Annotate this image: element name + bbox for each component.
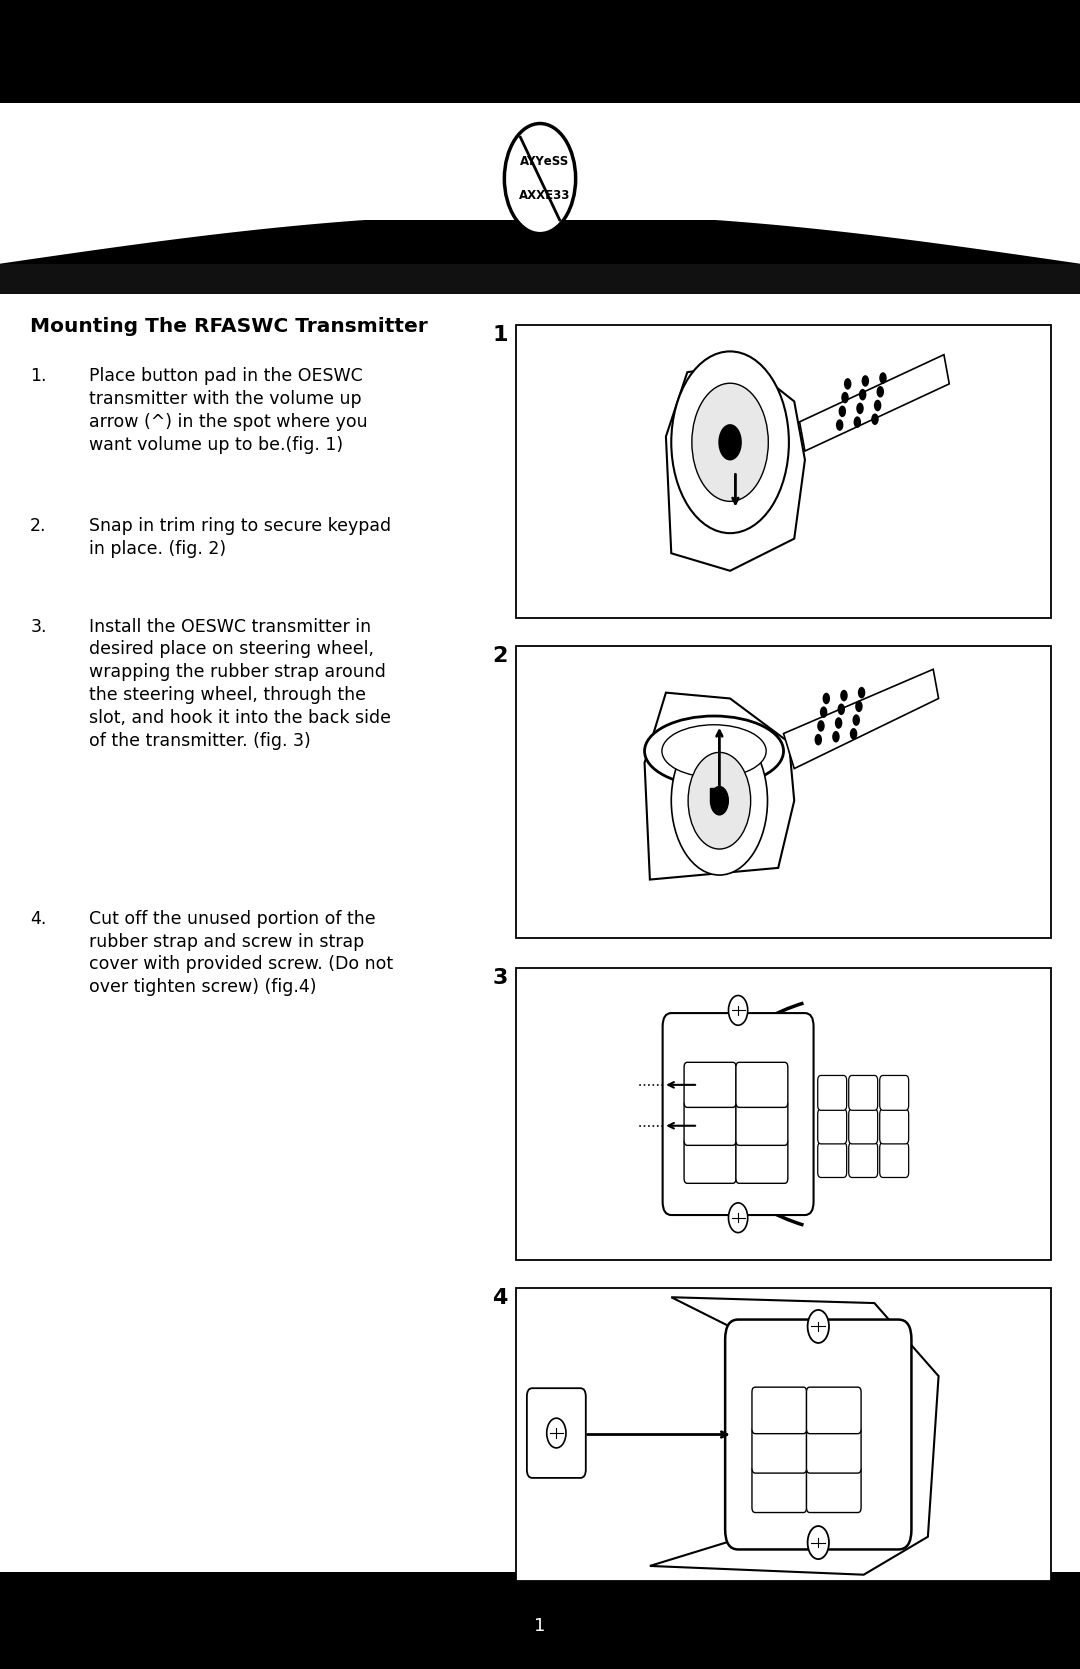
Circle shape <box>874 399 881 411</box>
FancyBboxPatch shape <box>725 1320 912 1549</box>
Circle shape <box>818 719 825 731</box>
Text: 2: 2 <box>492 646 508 666</box>
Circle shape <box>853 416 861 427</box>
Text: AYYеSS: AYYеSS <box>519 155 569 169</box>
Text: Install the OESWC transmitter in
desired place on steering wheel,
wrapping the r: Install the OESWC transmitter in desired… <box>89 618 391 749</box>
Circle shape <box>808 1525 829 1559</box>
Circle shape <box>718 424 742 461</box>
FancyBboxPatch shape <box>663 1013 813 1215</box>
Bar <box>516 1288 1051 1581</box>
Text: 4: 4 <box>492 1288 508 1308</box>
Circle shape <box>862 376 869 387</box>
Text: Cut off the unused portion of the
rubber strap and screw in strap
cover with pro: Cut off the unused portion of the rubber… <box>89 910 393 996</box>
FancyBboxPatch shape <box>735 1100 787 1145</box>
Circle shape <box>808 1310 829 1344</box>
Bar <box>0 0 1080 103</box>
FancyBboxPatch shape <box>752 1465 807 1512</box>
Text: Place button pad in the OESWC
transmitter with the volume up
arrow (^) in the sp: Place button pad in the OESWC transmitte… <box>89 367 367 454</box>
Circle shape <box>814 734 822 746</box>
Circle shape <box>856 402 864 414</box>
Text: 4.: 4. <box>30 910 46 928</box>
Circle shape <box>879 372 887 384</box>
Circle shape <box>820 706 827 718</box>
Bar <box>516 325 1051 618</box>
FancyBboxPatch shape <box>818 1075 847 1110</box>
Circle shape <box>688 753 751 850</box>
FancyBboxPatch shape <box>735 1061 787 1108</box>
Circle shape <box>710 786 729 816</box>
Circle shape <box>859 389 866 401</box>
FancyBboxPatch shape <box>807 1387 861 1434</box>
Text: 1.: 1. <box>30 367 46 386</box>
Circle shape <box>858 688 865 698</box>
FancyBboxPatch shape <box>807 1465 861 1512</box>
Bar <box>516 646 1051 938</box>
FancyBboxPatch shape <box>849 1075 878 1110</box>
Text: 2.: 2. <box>30 517 46 536</box>
Circle shape <box>835 718 842 729</box>
Circle shape <box>852 714 860 726</box>
Bar <box>0 264 1080 294</box>
Polygon shape <box>666 364 805 571</box>
Bar <box>516 968 1051 1260</box>
Circle shape <box>855 701 863 713</box>
Circle shape <box>729 1203 747 1233</box>
FancyBboxPatch shape <box>752 1427 807 1474</box>
Circle shape <box>836 419 843 431</box>
Text: 1: 1 <box>535 1617 545 1634</box>
Circle shape <box>672 352 788 532</box>
Circle shape <box>872 414 879 426</box>
Text: 3.: 3. <box>30 618 46 636</box>
Polygon shape <box>0 103 1080 264</box>
Polygon shape <box>799 354 949 451</box>
FancyBboxPatch shape <box>880 1075 908 1110</box>
FancyBboxPatch shape <box>735 1138 787 1183</box>
Circle shape <box>840 689 848 701</box>
Circle shape <box>546 1419 566 1449</box>
Bar <box>710 788 718 798</box>
FancyBboxPatch shape <box>818 1143 847 1178</box>
Circle shape <box>692 384 768 501</box>
Text: 3: 3 <box>492 968 508 988</box>
Polygon shape <box>645 693 794 880</box>
FancyBboxPatch shape <box>684 1061 735 1108</box>
FancyBboxPatch shape <box>527 1389 585 1479</box>
Circle shape <box>843 379 851 389</box>
Circle shape <box>729 995 747 1025</box>
Text: Snap in trim ring to secure keypad
in place. (fig. 2): Snap in trim ring to secure keypad in pl… <box>89 517 391 559</box>
FancyBboxPatch shape <box>684 1100 735 1145</box>
Text: 1: 1 <box>492 325 508 345</box>
Circle shape <box>504 124 576 234</box>
Text: Mounting The RFASWC Transmitter: Mounting The RFASWC Transmitter <box>30 317 428 335</box>
FancyBboxPatch shape <box>880 1143 908 1178</box>
Circle shape <box>672 726 768 875</box>
FancyBboxPatch shape <box>849 1143 878 1178</box>
FancyBboxPatch shape <box>807 1427 861 1474</box>
Circle shape <box>841 392 849 404</box>
Text: AXXE33: AXXE33 <box>518 189 570 202</box>
FancyBboxPatch shape <box>752 1387 807 1434</box>
FancyBboxPatch shape <box>880 1110 908 1143</box>
Circle shape <box>837 704 845 714</box>
Circle shape <box>823 693 831 704</box>
Ellipse shape <box>645 716 784 786</box>
FancyBboxPatch shape <box>818 1110 847 1143</box>
Ellipse shape <box>662 724 766 778</box>
Polygon shape <box>784 669 939 768</box>
Circle shape <box>850 728 858 739</box>
Bar <box>0 220 1080 264</box>
Circle shape <box>833 731 839 743</box>
FancyBboxPatch shape <box>849 1110 878 1143</box>
Bar <box>0 1572 1080 1669</box>
Circle shape <box>838 406 846 417</box>
FancyBboxPatch shape <box>684 1138 735 1183</box>
Circle shape <box>877 386 885 397</box>
